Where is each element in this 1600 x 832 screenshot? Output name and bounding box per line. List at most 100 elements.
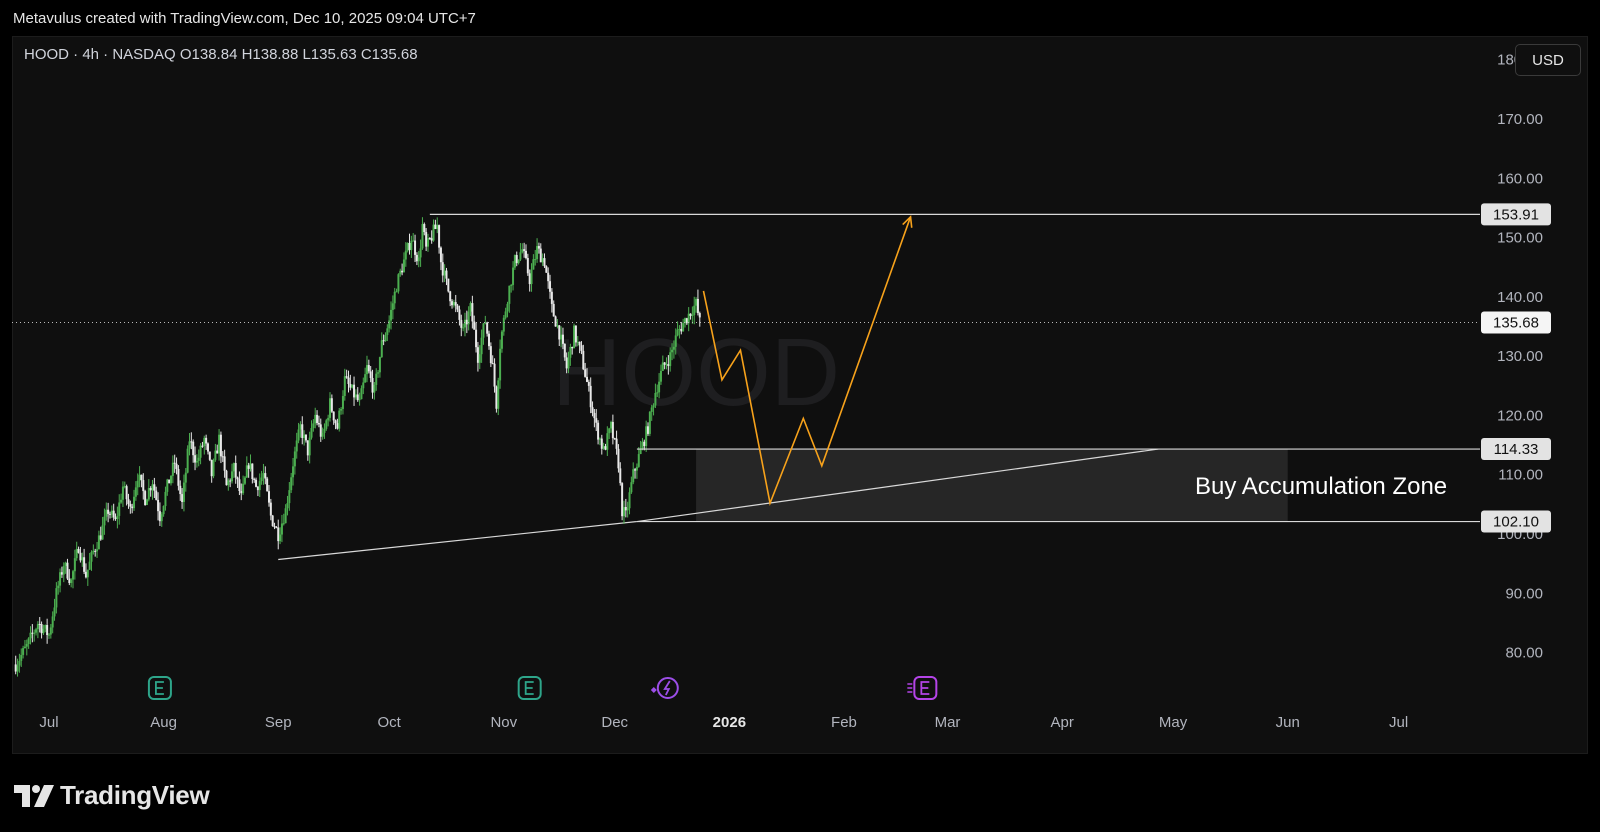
candle-up [402, 259, 405, 273]
currency-button[interactable]: USD [1515, 44, 1581, 76]
tradingview-logo[interactable]: TradingView [14, 780, 210, 811]
candle-down [356, 394, 359, 401]
candle-down [277, 527, 280, 542]
candle-up [656, 392, 659, 394]
earnings-event-icon[interactable] [913, 676, 938, 700]
candle-up [29, 632, 32, 639]
candle-up [51, 616, 54, 628]
candle-up [508, 285, 511, 304]
candle-down [475, 329, 478, 348]
candle-up [170, 475, 173, 484]
candle-down [680, 328, 683, 332]
candle-up [321, 432, 324, 437]
candle-down [561, 334, 564, 344]
candle-up [151, 484, 154, 491]
candle-down [441, 262, 444, 276]
x-tick-label: Sep [265, 714, 292, 731]
price-tag [1481, 510, 1551, 533]
x-tick-label: Jul [39, 714, 58, 731]
candle-up [110, 510, 113, 515]
candle-down [347, 377, 350, 385]
candle-down [131, 506, 134, 509]
price-tag-label: 102.10 [1493, 514, 1539, 531]
candle-up [279, 534, 282, 542]
candle-down [112, 510, 115, 518]
candle-up [661, 362, 664, 371]
candle-up [652, 405, 655, 408]
candle-down [597, 422, 600, 440]
candle-down [415, 254, 418, 262]
candle-down [414, 240, 417, 255]
candle-up [659, 370, 662, 382]
candle-down [578, 341, 581, 346]
candle-up [243, 477, 246, 484]
candle-up [295, 440, 298, 452]
y-tick-label: 110.00 [1498, 467, 1543, 484]
candle-down [439, 247, 442, 263]
candle-up [212, 460, 215, 477]
projection-path[interactable] [702, 216, 912, 507]
candle-up [299, 424, 302, 430]
candle-up [147, 488, 150, 500]
price-tag [1481, 438, 1551, 461]
candle-down [158, 511, 161, 522]
candle-up [314, 414, 317, 424]
candle-down [595, 418, 598, 423]
candle-up [134, 487, 137, 497]
candle-up [258, 481, 261, 491]
x-tick-label: Nov [490, 714, 517, 731]
candle-up [88, 561, 91, 570]
y-tick-label: 80.00 [1505, 645, 1543, 662]
tradingview-logo-text: TradingView [60, 780, 210, 810]
candle-up [105, 509, 108, 517]
candle-down [94, 550, 97, 552]
candle-down [336, 423, 339, 429]
candle-down [589, 385, 592, 408]
candle-up [227, 480, 230, 486]
candle-up [18, 660, 21, 666]
candle-up [432, 224, 435, 241]
lightning-icon [663, 680, 671, 696]
candle-up [232, 463, 235, 472]
y-tick-label: 150.00 [1497, 230, 1543, 247]
candle-down [192, 441, 195, 456]
candle-up [417, 257, 420, 262]
candle-down [194, 455, 197, 463]
x-tick-label: Oct [377, 714, 401, 731]
candle-up [560, 334, 563, 340]
y-tick-label: 120.00 [1497, 407, 1543, 424]
chart-caption: Metavulus created with TradingView.com, … [13, 10, 476, 27]
chart-panel[interactable] [12, 36, 1588, 754]
candle-up [534, 259, 537, 261]
candle-down [205, 437, 208, 444]
candle-up [648, 411, 651, 434]
earnings-event-icon[interactable] [147, 676, 172, 700]
earnings-event-icon[interactable] [517, 676, 542, 700]
candle-up [478, 354, 481, 363]
candle-down [580, 345, 583, 351]
candle-up [312, 423, 315, 429]
candle-up [695, 298, 698, 306]
candle-down [349, 384, 352, 388]
candle-up [500, 331, 503, 349]
candle-up [598, 438, 601, 440]
buy-zone-rect [696, 449, 1288, 522]
candle-up [521, 249, 524, 253]
price-tag-label: 153.91 [1493, 206, 1539, 223]
candle-down [382, 340, 385, 342]
candle-up [329, 398, 332, 418]
candle-down [301, 424, 304, 439]
candle-down [332, 411, 335, 421]
candle-down [445, 270, 448, 279]
dividend-event-icon[interactable] [656, 677, 679, 699]
candle-down [547, 272, 550, 282]
candle-down [471, 303, 474, 322]
candle-down [408, 242, 411, 251]
candle-up [504, 311, 507, 318]
candle-down [558, 325, 561, 340]
candle-up [133, 496, 136, 509]
candle-up [377, 372, 380, 374]
candle-up [541, 258, 544, 263]
candle-down [574, 325, 577, 343]
